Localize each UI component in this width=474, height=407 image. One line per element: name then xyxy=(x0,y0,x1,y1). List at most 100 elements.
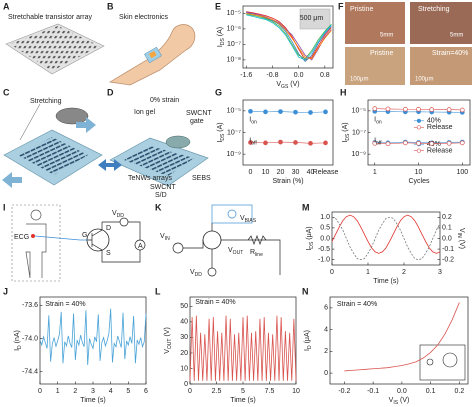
panel-letter: E xyxy=(215,1,221,11)
panel-letter: K xyxy=(155,202,162,212)
y-axis-label: IDS (A) xyxy=(217,27,226,47)
y-tick-label: 0.0 xyxy=(320,235,330,242)
x-tick-label: 30 xyxy=(292,169,300,176)
x-axis-label: Strain (%) xyxy=(272,178,303,185)
y2-tick-label: -0.1 xyxy=(442,246,454,253)
legend-label: Release xyxy=(427,124,453,131)
panel-letter: G xyxy=(215,87,222,97)
circuit xyxy=(183,223,281,275)
subscript: D xyxy=(307,345,313,349)
text-part: V xyxy=(276,81,281,88)
subscript: DD xyxy=(195,272,203,278)
y-axis-label: IDS (A) xyxy=(217,122,226,142)
chart: E -1.6 -0.8 0.0 0.8 10⁻⁵ 10⁻⁶ 10⁻⁷ 10⁻⁸ VGS (V) ID… xyxy=(215,1,334,90)
arm xyxy=(108,24,196,86)
x-axis-label: Cycles xyxy=(408,178,430,185)
text-part: (A) xyxy=(217,122,224,133)
x-axis-label: VIS (V) xyxy=(389,397,410,406)
x-tick-label: 7.5 xyxy=(265,388,275,395)
legend-marker xyxy=(416,148,422,153)
panel-letter: F xyxy=(338,1,344,11)
y-tick-label: -74.0 xyxy=(22,335,38,342)
x-tick-label: -0.1 xyxy=(367,388,379,395)
x-tick-label: 3 xyxy=(91,388,95,395)
y-tick-label: 10⁻⁹ xyxy=(352,151,366,158)
subscript: BIAS xyxy=(245,218,257,224)
circuit-inset-source xyxy=(426,358,434,366)
subscript: IS xyxy=(393,400,398,406)
nanowire-array xyxy=(124,146,194,176)
y-tick-label: 6 xyxy=(324,305,328,312)
y-tick-label: -73.6 xyxy=(22,302,38,309)
input-source xyxy=(172,242,184,254)
subscript: D xyxy=(17,345,23,349)
y-tick-label: 0 xyxy=(184,381,188,388)
subscript: on xyxy=(376,120,382,126)
x-tick-label: 0 xyxy=(38,388,42,395)
text-part: I xyxy=(374,137,376,144)
annotation: Ion xyxy=(249,116,257,125)
subscript: line xyxy=(255,252,263,258)
y-tick-label: 10⁻⁷ xyxy=(227,129,241,136)
panel-b: B Skin electronics xyxy=(107,1,196,86)
data-point xyxy=(278,109,283,114)
text-part: V xyxy=(458,228,465,233)
x-tick-label: 5 xyxy=(126,388,130,395)
label: Ion gel xyxy=(134,109,155,116)
data-point xyxy=(385,141,391,147)
label: S/D xyxy=(155,192,167,199)
body xyxy=(25,223,47,279)
data-point xyxy=(263,109,268,115)
y-tick-label: -74.4 xyxy=(22,368,38,375)
annotation: Strain = 40% xyxy=(45,301,85,308)
data-point xyxy=(323,140,328,146)
label: SEBS xyxy=(192,175,211,182)
subscript: DS xyxy=(220,133,226,141)
text-part: (A) xyxy=(342,122,349,133)
gate xyxy=(165,135,191,149)
y-tick-label: 10⁻⁶ xyxy=(227,26,241,33)
legend-marker xyxy=(416,118,422,123)
panel-i: I ECG G D S VDD A xyxy=(3,202,146,282)
panel-k: K VBIAS VIN VOUT Rline VDD xyxy=(155,202,281,278)
text-part: (nA) xyxy=(14,330,21,345)
panel-letter: I xyxy=(3,202,6,212)
skin-patch-chip xyxy=(148,50,157,59)
bias-loop xyxy=(211,204,253,224)
series-line xyxy=(250,111,326,113)
body-box xyxy=(11,204,61,282)
subscript: IN xyxy=(456,233,462,238)
data-point xyxy=(372,140,378,146)
plot-frame xyxy=(329,296,469,385)
y2-tick-label: 0.2 xyxy=(442,214,452,221)
x-tick-label: 10 xyxy=(262,169,270,176)
panel-f: F Pristine Stretching 5mm 5mm Pristine S… xyxy=(338,1,472,85)
annotation: Ion xyxy=(374,116,382,125)
label: gate xyxy=(190,118,204,125)
text-part: (V) xyxy=(398,397,409,404)
x-tick-label: 0.0 xyxy=(397,388,407,395)
data-point xyxy=(293,140,298,145)
label: TeNWs arrays xyxy=(128,175,172,182)
data-point xyxy=(459,140,465,146)
data-point xyxy=(429,107,435,112)
x-tick-label: 0.8 xyxy=(320,72,330,79)
scale-label: 5mm xyxy=(380,33,393,39)
supply xyxy=(207,267,217,277)
panel-letter: C xyxy=(3,87,10,97)
text-part: V xyxy=(190,269,195,276)
data-point xyxy=(248,108,253,114)
circuit xyxy=(88,221,141,263)
scale-label: 5mm xyxy=(450,33,463,39)
y-tick-label: 2 xyxy=(324,348,328,355)
annotation: Strain = 40% xyxy=(337,301,377,308)
data-point xyxy=(385,106,391,112)
label: G xyxy=(82,232,87,239)
y-axis-label: ID (nA) xyxy=(14,330,23,351)
text-part: (V) xyxy=(288,81,299,88)
annotation: Ioff xyxy=(374,137,382,146)
data-point xyxy=(403,140,408,146)
x-axis-label: VGS (V) xyxy=(276,81,299,90)
annotation: Ioff xyxy=(249,137,257,146)
